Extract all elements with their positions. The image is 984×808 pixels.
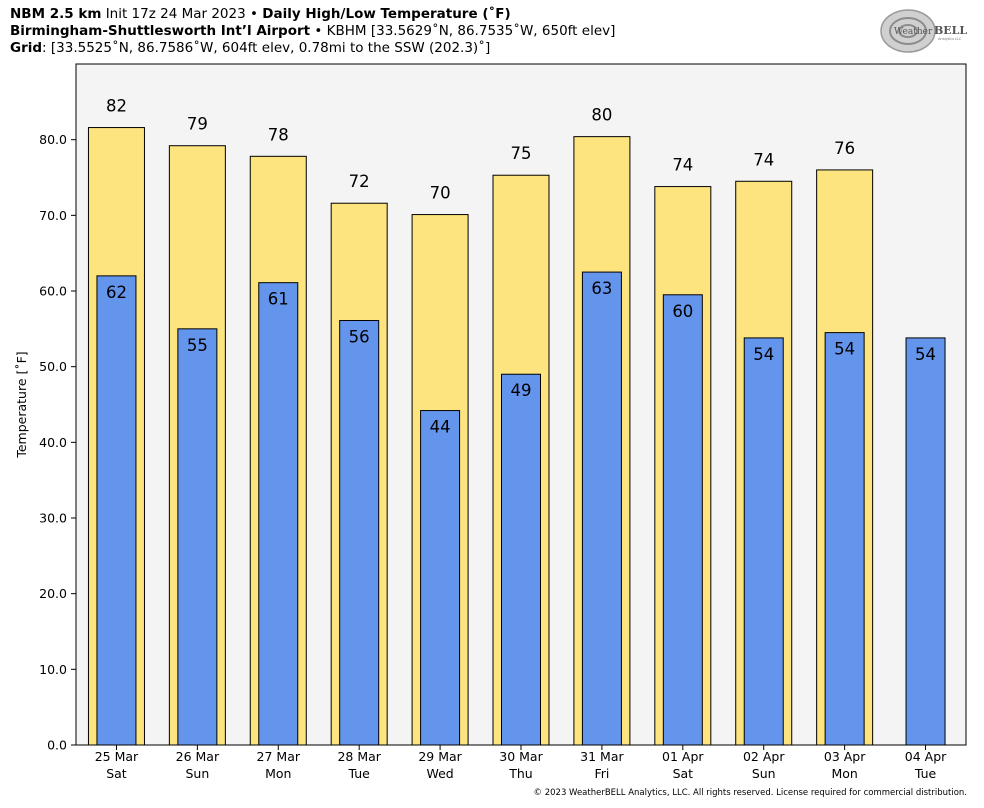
low-bar [501,373,541,746]
y-tick-label: 70.0 [39,208,67,223]
separator: • [245,6,263,22]
header-line-1: NBM 2.5 km Init 17z 24 Mar 2023 • Daily … [10,6,615,23]
model-name: NBM 2.5 km [10,6,102,22]
low-bar [662,294,703,746]
low-value-label: 54 [915,345,936,364]
high-value-label: 82 [106,97,127,116]
low-bar [420,410,461,746]
low-value-label: 54 [834,340,855,359]
high-value-label: 78 [268,125,289,144]
y-tick-label: 0.0 [47,738,67,753]
high-value-label: 79 [187,115,208,134]
header-line-3: Grid: [33.5525˚N, 86.7586˚W, 604ft elev,… [10,40,615,57]
x-axis: 25 Mar Sat 26 Mar Sun 27 Mar Mon 28 Mar Tue 29 M… [95,745,947,781]
x-tick-day: Mon [831,766,857,781]
low-value-label: 60 [672,302,693,321]
y-tick-label: 50.0 [39,359,67,374]
high-value-label: 72 [349,172,370,191]
x-tick-day: Mon [265,766,291,781]
station-info: • KBHM [33.5629˚N, 86.7535˚W, 650ft elev… [310,23,616,39]
x-tick-date: 04 Apr [905,749,947,764]
high-value-label: 74 [672,156,693,175]
low-bar [581,271,622,746]
low-bar [177,328,218,746]
grid-info: : [33.5525˚N, 86.7586˚W, 604ft elev, 0.7… [42,40,491,56]
init-time: Init 17z 24 Mar 2023 [105,6,246,22]
low-labels: 62 55 61 56 44 49 63 60 54 54 54 [106,279,936,436]
plot-frame [75,63,967,746]
y-tick-label: 40.0 [39,435,67,450]
high-labels: 82 79 78 72 70 75 80 74 74 76 [106,97,855,203]
x-tick-day: Sat [106,766,127,781]
x-tick-date: 02 Apr [743,749,785,764]
low-value-label: 63 [591,279,612,298]
low-bar [258,282,299,746]
low-bar [905,337,946,746]
high-value-label: 75 [511,144,532,163]
x-tick-date: 30 Mar [499,749,543,764]
low-value-label: 62 [106,283,127,302]
low-bar [96,275,137,746]
x-tick-date: 01 Apr [662,749,704,764]
x-tick-date: 28 Mar [337,749,381,764]
x-tick-date: 03 Apr [824,749,866,764]
x-tick-day: Thu [508,766,532,781]
x-tick-date: 31 Mar [580,749,624,764]
low-bar [743,337,784,746]
x-tick-date: 27 Mar [257,749,301,764]
x-tick-day: Tue [914,766,937,781]
x-tick-day: Sat [673,766,694,781]
header-line-2: Birmingham-Shuttlesworth Int’l Airport •… [10,23,615,40]
y-tick-label: 30.0 [39,511,67,526]
x-tick-day: Wed [426,766,453,781]
low-bar [824,332,865,746]
x-tick-date: 25 Mar [95,749,139,764]
low-value-label: 44 [430,418,451,437]
x-tick-day: Sun [185,766,209,781]
high-value-label: 70 [430,184,451,203]
copyright-footer: © 2023 WeatherBELL Analytics, LLC. All r… [533,788,967,798]
x-tick-day: Sun [752,766,776,781]
grid-label: Grid [10,40,43,56]
high-value-label: 80 [591,106,612,125]
y-axis-title: Temperature [˚F] [14,351,29,458]
low-value-label: 49 [511,381,532,400]
high-value-label: 76 [834,139,855,158]
chart-title: Daily High/Low Temperature (˚F) [262,6,511,22]
low-value-label: 55 [187,336,208,355]
chart-header: NBM 2.5 km Init 17z 24 Mar 2023 • Daily … [10,6,615,57]
x-tick-day: Fri [594,766,609,781]
low-value-label: 61 [268,290,289,309]
y-tick-label: 60.0 [39,284,67,299]
y-tick-label: 20.0 [39,586,67,601]
low-bar [339,320,380,746]
x-tick-day: Tue [348,766,371,781]
y-axis: 0.0 10.0 20.0 30.0 40.0 50.0 60.0 70.0 80.0 [39,132,76,753]
x-tick-date: 26 Mar [176,749,220,764]
high-value-label: 74 [753,150,774,169]
low-value-label: 56 [349,328,370,347]
weatherbell-logo-icon: Weather BELL Analytics LLC [880,9,967,53]
x-tick-date: 29 Mar [418,749,462,764]
low-value-label: 54 [753,345,774,364]
logo-text-a: Weather [894,27,933,37]
y-tick-label: 10.0 [39,662,67,677]
logo-subtext: Analytics LLC [938,37,962,41]
low-bars [96,271,946,746]
station-name: Birmingham-Shuttlesworth Int’l Airport [10,23,311,39]
logo-text-b: BELL [934,24,967,37]
y-tick-label: 80.0 [39,132,67,147]
